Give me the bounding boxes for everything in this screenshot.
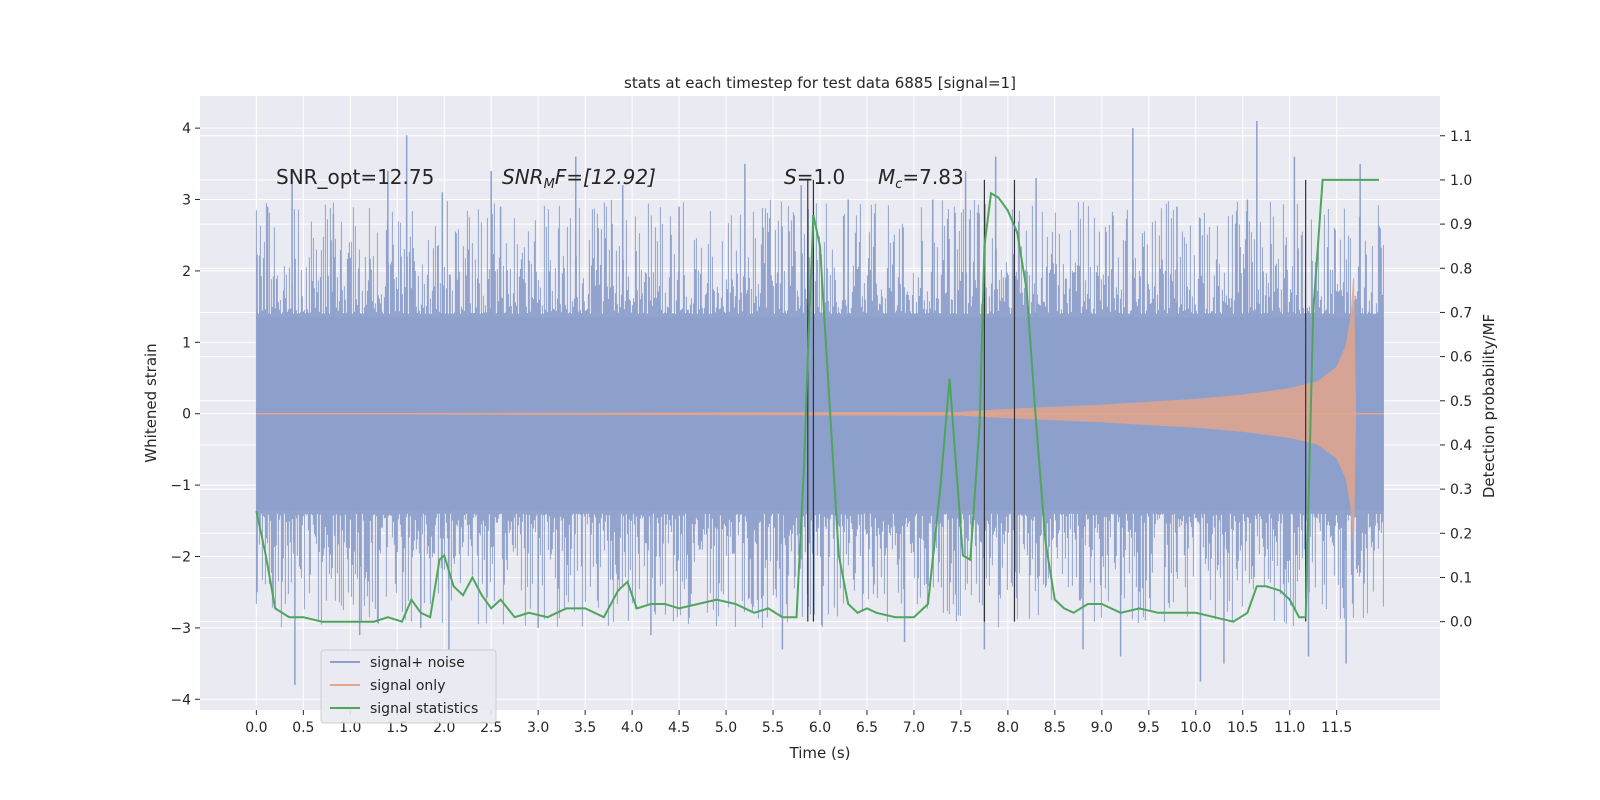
y-right-axis-label: Detection probability/MF: [1480, 314, 1498, 498]
yr-tick-label-0-8: 0.8: [1450, 261, 1472, 277]
yr-tick-label-0: 0.0: [1450, 615, 1472, 631]
yr-tick-label-1: 1.0: [1450, 173, 1472, 189]
y-tick-label-1: 1: [182, 335, 191, 351]
legend: signal+ noise signal only signal statist…: [320, 649, 497, 724]
annotation-mc-symbol: M: [878, 165, 895, 189]
x-tick-label-3-5: 3.5: [574, 720, 596, 736]
x-tick-label-11-5: 11.5: [1321, 720, 1352, 736]
y-tick-label-1: −1: [170, 478, 191, 494]
annotation-snr-opt: SNR_opt=12.75: [276, 165, 434, 189]
x-tick-label-8-5: 8.5: [1044, 720, 1066, 736]
x-tick-label-9-5: 9.5: [1138, 720, 1160, 736]
x-axis-label: Time (s): [789, 744, 851, 762]
x-tick-label-6: 6.0: [809, 720, 831, 736]
x-tick-label-0-5: 0.5: [292, 720, 314, 736]
x-tick-label-1: 1.0: [339, 720, 361, 736]
yr-tick-label-0-1: 0.1: [1450, 570, 1472, 586]
y-tick-label-4: −4: [170, 692, 191, 708]
annotation-snr-mf-sub: M: [544, 177, 555, 192]
x-tick-label-0: 0.0: [245, 720, 267, 736]
x-tick-label-7-5: 7.5: [950, 720, 972, 736]
chart-title: stats at each timestep for test data 688…: [624, 74, 1016, 92]
yr-tick-label-0-9: 0.9: [1450, 217, 1472, 233]
annotation-mc-value: =7.83: [902, 165, 963, 189]
x-tick-label-1-5: 1.5: [386, 720, 408, 736]
series-signal-statistics: [255, 178, 1379, 623]
y-right-axis-ticks: 0.0 0.1 0.2 0.3 0.4 0.5 0.6 0.7 0.8 0.9 1.0 1.1: [1440, 129, 1472, 631]
x-tick-label-10: 10.0: [1180, 720, 1211, 736]
x-tick-label-2-5: 2.5: [480, 720, 502, 736]
annotation-mc: Mc=7.83: [878, 165, 964, 192]
series-signal-only: [256, 278, 1384, 543]
y-axis-ticks: −4 −3 −2 −1 0 1 2 3 4: [170, 121, 200, 708]
statistics-line: [255, 178, 1379, 623]
x-tick-label-4-5: 4.5: [668, 720, 690, 736]
yr-tick-label-0-3: 0.3: [1450, 482, 1472, 498]
x-tick-label-11: 11.0: [1274, 720, 1305, 736]
legend-box: [320, 649, 497, 724]
x-tick-label-3: 3.0: [527, 720, 549, 736]
annotation-mc-sub: c: [895, 177, 902, 192]
y-tick-label-0: 0: [182, 407, 191, 423]
yr-tick-label-1-1: 1.1: [1450, 129, 1472, 145]
yr-tick-label-0-7: 0.7: [1450, 305, 1472, 321]
annotation-s: S=1.0: [784, 165, 845, 189]
x-axis-ticks: 0.0 0.5 1.0 1.5 2.0 2.5 3.0 3.5 4.0 4.5 5.0 5.5 6.0 6…: [245, 710, 1352, 736]
legend-label-signal-only: signal only: [370, 678, 445, 694]
y-tick-label-2: 2: [182, 264, 191, 280]
x-tick-label-6-5: 6.5: [856, 720, 878, 736]
y-tick-label-2: −2: [170, 550, 191, 566]
y-tick-label-3: 3: [182, 193, 191, 209]
legend-label-signal-plus-noise: signal+ noise: [370, 655, 465, 671]
x-tick-label-5-5: 5.5: [762, 720, 784, 736]
yr-tick-label-0-6: 0.6: [1450, 350, 1472, 366]
signal-envelope: [256, 278, 1384, 543]
x-tick-label-10-5: 10.5: [1227, 720, 1258, 736]
x-tick-label-9: 9.0: [1091, 720, 1113, 736]
x-tick-label-4: 4.0: [621, 720, 643, 736]
annotation-snr-mf-base: SNR: [502, 165, 544, 189]
y-axis-label: Whitened strain: [142, 343, 160, 462]
yr-tick-label-0-5: 0.5: [1450, 394, 1472, 410]
annotation-snr-mf: SNRMF=[12.92]: [502, 165, 656, 192]
x-tick-label-5: 5.0: [715, 720, 737, 736]
x-tick-label-7: 7.0: [903, 720, 925, 736]
y-tick-label-3: −3: [170, 621, 191, 637]
vertical-markers: [807, 179, 1307, 622]
legend-label-signal-statistics: signal statistics: [370, 701, 478, 717]
annotation-s-symbol: S: [784, 165, 797, 189]
annotations: SNR_opt=12.75 SNRMF=[12.92] S=1.0 Mc=7.8…: [276, 165, 964, 192]
y-tick-label-4: 4: [182, 121, 191, 137]
annotation-snr-mf-rest: F=[12.92]: [555, 165, 656, 189]
annotation-s-value: =1.0: [797, 165, 846, 189]
yr-tick-label-0-2: 0.2: [1450, 526, 1472, 542]
yr-tick-label-0-4: 0.4: [1450, 438, 1472, 454]
x-tick-label-2: 2.0: [433, 720, 455, 736]
x-tick-label-8: 8.0: [997, 720, 1019, 736]
